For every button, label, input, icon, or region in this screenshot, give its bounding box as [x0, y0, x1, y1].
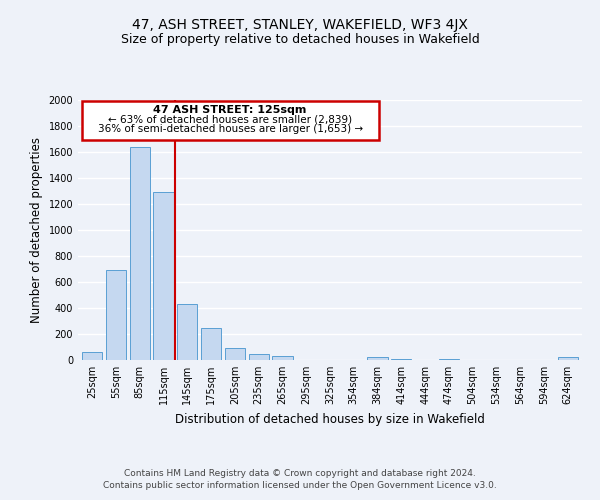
Text: ← 63% of detached houses are smaller (2,839): ← 63% of detached houses are smaller (2,…: [108, 114, 352, 124]
Bar: [272, 356, 293, 360]
Text: 36% of semi-detached houses are larger (1,653) →: 36% of semi-detached houses are larger (…: [98, 124, 363, 134]
Bar: [177, 304, 197, 360]
Bar: [201, 328, 221, 360]
Bar: [557, 358, 578, 360]
Text: Size of property relative to detached houses in Wakefield: Size of property relative to detached ho…: [121, 32, 479, 46]
Bar: [439, 358, 459, 360]
X-axis label: Distribution of detached houses by size in Wakefield: Distribution of detached houses by size …: [175, 412, 485, 426]
Text: Contains public sector information licensed under the Open Government Licence v3: Contains public sector information licen…: [103, 481, 497, 490]
Bar: [248, 354, 269, 360]
Text: Contains HM Land Registry data © Crown copyright and database right 2024.: Contains HM Land Registry data © Crown c…: [124, 468, 476, 477]
Bar: [225, 348, 245, 360]
Y-axis label: Number of detached properties: Number of detached properties: [30, 137, 43, 323]
Text: 47, ASH STREET, STANLEY, WAKEFIELD, WF3 4JX: 47, ASH STREET, STANLEY, WAKEFIELD, WF3 …: [132, 18, 468, 32]
Text: 47 ASH STREET: 125sqm: 47 ASH STREET: 125sqm: [154, 104, 307, 115]
FancyBboxPatch shape: [82, 102, 379, 140]
Bar: [367, 358, 388, 360]
Bar: [391, 358, 412, 360]
Bar: [82, 352, 103, 360]
Bar: [130, 147, 150, 360]
Bar: [154, 192, 173, 360]
Bar: [106, 270, 126, 360]
